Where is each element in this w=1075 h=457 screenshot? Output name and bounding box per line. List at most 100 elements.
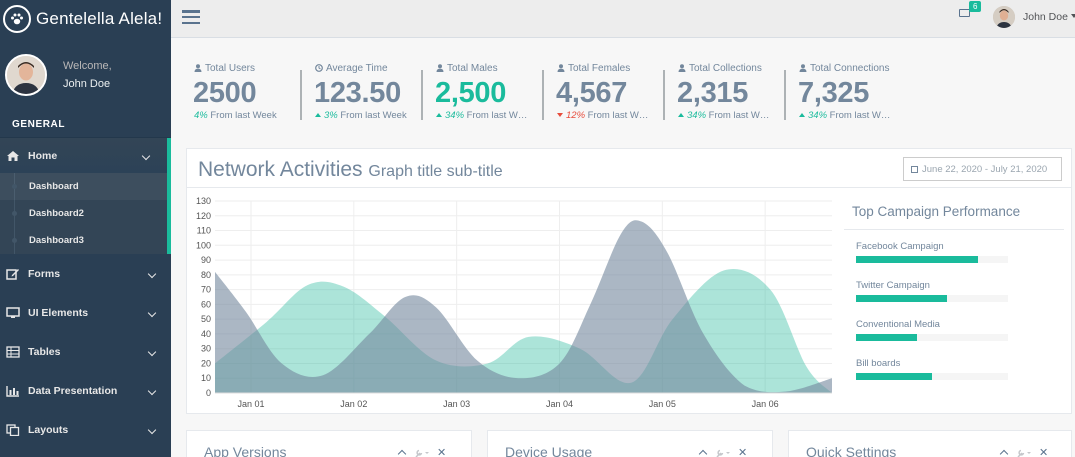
y-tick-label: 80 <box>201 270 211 280</box>
tile-percent: 34% <box>687 110 707 121</box>
x-tick-label: Jan 02 <box>340 399 367 409</box>
panel-title: Network Activities Graph title sub-title <box>198 158 503 182</box>
avatar[interactable] <box>5 54 47 96</box>
arrow-up-icon <box>315 113 321 117</box>
tile-percent: 12% <box>566 110 586 121</box>
chevron-down-icon <box>147 269 157 278</box>
collapse-icon[interactable] <box>397 449 407 457</box>
clock-icon <box>315 64 323 72</box>
chevron-down-icon <box>147 347 157 356</box>
close-icon[interactable]: ✕ <box>1039 447 1049 457</box>
sidebar-subitem-dashboard[interactable]: Dashboard <box>0 173 167 200</box>
x-tick-label: Jan 04 <box>546 399 573 409</box>
x-tick-label: Jan 03 <box>443 399 470 409</box>
sidebar-item-home[interactable]: Home <box>0 138 171 173</box>
tile-percent: 34% <box>445 110 465 121</box>
tile-value: 4,567 <box>556 77 628 109</box>
desktop-icon <box>6 306 20 319</box>
tile-caption: From last W… <box>708 110 770 121</box>
collapse-icon[interactable] <box>698 449 708 457</box>
sidebar-item-label: Data Presentation <box>28 384 118 397</box>
sidebar-subitem-dashboard2[interactable]: Dashboard2 <box>0 200 167 227</box>
close-icon[interactable]: ✕ <box>437 447 447 457</box>
wrench-icon[interactable] <box>1017 449 1031 457</box>
table-icon <box>6 345 20 358</box>
tile-divider <box>784 70 786 120</box>
app-versions-panel: App Versions ✕ <box>186 430 472 457</box>
sidebar-item-tables[interactable]: Tables <box>0 332 171 371</box>
tile-divider <box>421 70 423 120</box>
home-submenu: Dashboard Dashboard2 Dashboard3 <box>0 173 171 254</box>
user-menu-name[interactable]: John Doe <box>1023 11 1068 23</box>
wrench-icon[interactable] <box>415 449 429 457</box>
x-tick-label: Jan 06 <box>752 399 779 409</box>
sidebar-item-layouts[interactable]: Layouts <box>0 410 171 449</box>
brand-title: Gentelella Alela! <box>36 9 163 28</box>
campaign-progress-fill <box>856 295 948 302</box>
tile-percent: 3% <box>324 110 338 121</box>
tile-label: Total Collections <box>689 62 762 74</box>
tile-label: Average Time <box>326 62 388 74</box>
tile-total-females: Total Females 4,567 12% From last W… <box>549 60 670 130</box>
campaign-progress <box>856 373 1008 380</box>
sidebar-item-label: Home <box>28 149 58 162</box>
y-tick-label: 50 <box>201 314 211 324</box>
y-tick-label: 30 <box>201 344 211 354</box>
brand[interactable]: Gentelella Alela! <box>0 0 171 38</box>
welcome-text: Welcome, <box>63 60 112 72</box>
sidebar-subitem-label: Dashboard2 <box>29 208 84 219</box>
panel-title: Device Usage <box>505 444 593 457</box>
tile-label: Total Users <box>205 62 256 74</box>
y-tick-label: 10 <box>201 373 211 383</box>
paw-icon <box>3 5 31 33</box>
sidebar-subitem-label: Dashboard <box>29 181 79 192</box>
tile-value: 123.50 <box>314 77 401 109</box>
collapse-icon[interactable] <box>999 449 1009 457</box>
profile-name: John Doe <box>63 78 111 90</box>
tile-caption: From last W… <box>829 110 891 121</box>
chevron-down-icon <box>147 308 157 317</box>
edit-icon <box>6 268 20 280</box>
campaign-item: Bill boards <box>844 347 1064 386</box>
sidebar-item-label: Forms <box>28 267 61 280</box>
campaign-progress-fill <box>856 334 917 341</box>
tile-total-users: Total Users 2500 4% From last Week <box>186 60 307 130</box>
chevron-down-icon <box>147 386 157 395</box>
sidebar-item-data-presentation[interactable]: Data Presentation <box>0 371 171 410</box>
panel-title: Quick Settings <box>806 444 897 457</box>
user-icon <box>436 64 444 72</box>
campaign-progress-fill <box>856 373 932 380</box>
y-tick-label: 90 <box>201 255 211 265</box>
close-icon[interactable]: ✕ <box>738 447 748 457</box>
wrench-icon[interactable] <box>716 449 730 457</box>
envelope-icon[interactable] <box>959 9 970 17</box>
tile-caption: From last W… <box>466 110 528 121</box>
campaign-item: Facebook Campaign <box>844 230 1064 269</box>
user-icon <box>557 64 565 72</box>
tile-caption: From last W… <box>587 110 649 121</box>
campaign-item: Conventional Media <box>844 308 1064 347</box>
tile-value: 2500 <box>193 77 257 109</box>
avatar[interactable] <box>993 6 1015 28</box>
sidebar-item-label: UI Elements <box>28 306 89 319</box>
y-tick-label: 60 <box>201 299 211 309</box>
quick-settings-panel: Quick Settings ✕ <box>788 430 1072 457</box>
date-range-text: June 22, 2020 - July 21, 2020 <box>922 163 1048 175</box>
campaign-progress <box>856 295 1008 302</box>
caret-down-icon[interactable] <box>1071 14 1075 18</box>
tile-total-connections: Total Connections 7,325 34% From last W… <box>791 60 912 130</box>
sidebar-item-ui-elements[interactable]: UI Elements <box>0 293 171 332</box>
tile-label: Total Males <box>447 62 498 74</box>
top-navbar: 6 John Doe <box>171 0 1075 38</box>
tile-caption: From last Week <box>210 110 277 121</box>
y-tick-label: 130 <box>196 196 211 206</box>
sidebar-item-forms[interactable]: Forms <box>0 254 171 293</box>
date-range-picker[interactable]: June 22, 2020 - July 21, 2020 <box>903 157 1062 181</box>
user-icon <box>194 64 202 72</box>
menu-toggle-icon[interactable] <box>182 10 200 25</box>
campaign-name: Facebook Campaign <box>856 241 944 252</box>
sidebar: Gentelella Alela! Welcome, John Doe GENE… <box>0 0 171 457</box>
sidebar-subitem-dashboard3[interactable]: Dashboard3 <box>0 227 167 254</box>
arrow-up-icon <box>436 113 442 117</box>
profile: Welcome, John Doe <box>0 40 171 110</box>
